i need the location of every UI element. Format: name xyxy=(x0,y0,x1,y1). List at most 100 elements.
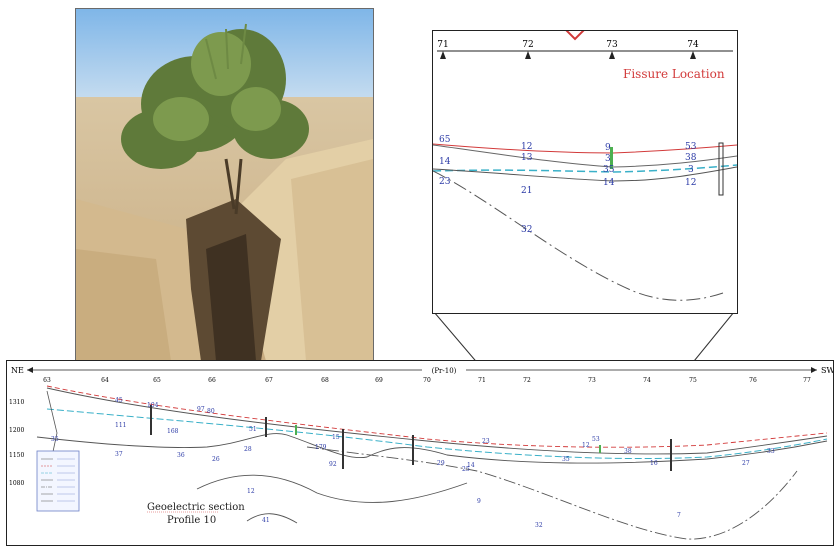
inset-label: 14 xyxy=(439,157,451,167)
inset-label: 12 xyxy=(521,142,532,152)
section-layer-label: 12 xyxy=(247,488,255,495)
direction-ne-label: NE xyxy=(11,366,24,375)
inset-bedrock-line xyxy=(432,170,724,301)
inset-layer-line-2 xyxy=(432,166,738,182)
section-layer-label: 33 xyxy=(767,448,775,455)
inset-label: 9 xyxy=(605,143,611,153)
inset-label: 53 xyxy=(685,142,697,152)
fissure-photo-illustration xyxy=(76,9,373,361)
section-layer-label: 23 xyxy=(482,438,490,445)
section-layer-label: 9 xyxy=(477,498,481,505)
section-station-74: 74 xyxy=(643,377,651,384)
section-caption-subtitle: Profile 10 xyxy=(167,515,216,526)
section-layer-line-1 xyxy=(46,387,828,455)
inset-station-ticks xyxy=(440,51,696,59)
section-station-71: 71 xyxy=(478,377,486,384)
section-layer-label: 28 xyxy=(244,446,252,453)
section-layer-label: 92 xyxy=(329,461,337,468)
inset-label: 35 xyxy=(603,165,615,175)
inset-station-71: 71 xyxy=(437,40,448,50)
axis-arrow-right-icon xyxy=(811,367,817,373)
section-layer-label: 37 xyxy=(115,451,123,458)
inset-label: 23 xyxy=(439,177,451,187)
section-layer-label: 179 xyxy=(315,444,327,451)
inset-label: 3 xyxy=(688,165,694,175)
section-layer-label: 35 xyxy=(51,436,59,443)
section-layer-label: 38 xyxy=(624,448,632,455)
section-layer-label: 168 xyxy=(167,428,179,435)
inset-label: 21 xyxy=(521,186,532,196)
section-green-marker xyxy=(295,425,297,435)
section-caption-title: Geoelectric section xyxy=(147,502,245,513)
section-station-73: 73 xyxy=(588,377,596,384)
fissure-arrow-icon xyxy=(556,14,594,41)
section-layer-label: 12 xyxy=(582,442,590,449)
section-layer-line-2 xyxy=(36,433,828,464)
elevation-label: 1150 xyxy=(9,452,24,459)
fissure-photo xyxy=(75,8,374,362)
zoom-line-left xyxy=(433,311,481,367)
section-fault-line xyxy=(46,390,58,462)
section-lower-layer-2 xyxy=(246,513,298,524)
section-station-77: 77 xyxy=(803,377,811,384)
inset-station-72: 72 xyxy=(522,40,533,50)
section-layer-label: 15 xyxy=(332,434,340,441)
section-legend-box xyxy=(36,450,80,512)
section-station-76: 76 xyxy=(749,377,757,384)
section-station-64: 64 xyxy=(101,377,109,384)
section-diagram: NE SW (Pr-10) 63 64 65 66 67 68 69 70 71 72 73 74 75… xyxy=(9,365,835,540)
fissure-detail-inset: 71 72 73 74 Fissure Location 65 12 9 53 … xyxy=(432,14,738,314)
inset-station-73: 73 xyxy=(606,40,618,50)
section-station-72: 72 xyxy=(523,377,531,384)
inset-green-marker xyxy=(610,147,613,169)
elevation-label: 1080 xyxy=(9,480,24,487)
section-layer-label: 104 xyxy=(147,402,159,409)
section-layer-label: 45 xyxy=(115,397,123,404)
legend-entries xyxy=(41,458,75,502)
section-lower-layer-1 xyxy=(196,474,468,503)
section-layer-label: 25 xyxy=(462,466,470,473)
inset-label: 65 xyxy=(439,135,451,145)
inset-label: 12 xyxy=(685,178,696,188)
section-layer-label: 27 xyxy=(742,460,750,467)
inset-diagram: 71 72 73 74 Fissure Location 65 12 9 53 … xyxy=(432,14,738,301)
section-layer-label: 80 xyxy=(207,408,215,415)
section-station-66: 66 xyxy=(208,377,216,384)
zoom-line-right xyxy=(689,311,735,367)
section-layer-label: 26 xyxy=(212,456,220,463)
geoelectric-section: NE SW (Pr-10) 63 64 65 66 67 68 69 70 71 72 73 74 75… xyxy=(6,360,835,546)
inset-water-table xyxy=(432,164,738,173)
inset-label: 32 xyxy=(521,225,532,235)
section-layer-label: 97 xyxy=(197,406,205,413)
section-surface-line xyxy=(46,385,828,448)
direction-sw-label: SW xyxy=(821,366,833,375)
section-well-markers xyxy=(150,405,672,471)
section-layer-label: 51 xyxy=(249,426,257,433)
section-station-69: 69 xyxy=(375,377,383,384)
section-layer-label: 14 xyxy=(467,462,475,469)
section-stations: 63 64 65 66 67 68 69 70 71 72 73 74 75 76 77 xyxy=(43,377,811,384)
inset-label: 3 xyxy=(605,154,611,164)
inset-label: 38 xyxy=(685,153,697,163)
elevation-label: 1310 xyxy=(9,399,24,406)
section-layer-label: 16 xyxy=(650,460,658,467)
section-layer-label: 41 xyxy=(262,517,270,524)
section-layer-label: 53 xyxy=(592,436,600,443)
inset-label: 13 xyxy=(521,153,533,163)
inset-well-icon xyxy=(718,142,724,196)
section-green-marker-2 xyxy=(599,445,601,453)
section-layer-label: 35 xyxy=(562,456,570,463)
section-station-63: 63 xyxy=(43,377,51,384)
section-station-68: 68 xyxy=(321,377,329,384)
section-layer-label: 111 xyxy=(115,422,126,429)
section-station-67: 67 xyxy=(265,377,273,384)
section-layer-label: 7 xyxy=(677,512,681,519)
fissure-location-label: Fissure Location xyxy=(623,67,725,81)
section-bedrock-line xyxy=(306,446,798,540)
section-layer-label: 29 xyxy=(437,460,445,467)
section-layer-label: 36 xyxy=(177,452,185,459)
elevation-label: 1200 xyxy=(9,427,24,434)
inset-label: 14 xyxy=(603,178,615,188)
